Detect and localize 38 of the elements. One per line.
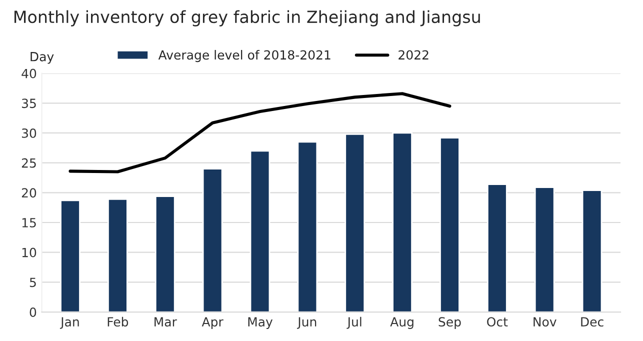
chart-title: Monthly inventory of grey fabric in Zhejiang and Jiangsu <box>14 10 480 26</box>
bar <box>250 150 270 312</box>
legend-label: Average level of 2018-2021 <box>158 50 330 62</box>
bar <box>582 190 602 312</box>
x-tick-label: May <box>248 317 273 329</box>
bar <box>344 133 366 312</box>
x-tick-label: Jun <box>297 317 316 329</box>
x-tick-label: Nov <box>534 317 556 327</box>
bar <box>202 168 223 312</box>
x-tick-label: Jan <box>60 317 79 329</box>
x-tick-label: Jul <box>346 316 362 329</box>
y-tick-label: 25 <box>22 158 36 168</box>
bar <box>486 184 508 312</box>
y-tick-label: 30 <box>22 128 36 138</box>
y-tick-label: 15 <box>22 218 36 228</box>
y-tick-label: 40 <box>22 68 36 78</box>
bar <box>60 200 80 312</box>
x-tick-label: Apr <box>202 317 224 329</box>
x-tick-label: Mar <box>154 317 177 327</box>
bar <box>108 198 128 312</box>
y-axis-title: Day <box>30 52 54 64</box>
x-tick-label: Aug <box>390 317 414 329</box>
bar <box>154 196 176 312</box>
x-tick-label: Dec <box>581 317 604 327</box>
bar <box>534 186 555 312</box>
bar <box>440 137 460 312</box>
bar <box>297 141 318 312</box>
y-tick-label: 5 <box>30 278 36 288</box>
x-tick-label: Oct <box>487 317 508 327</box>
x-tick-label: Feb <box>108 316 128 327</box>
legend-label: 2022 <box>398 50 428 60</box>
bar <box>392 132 412 312</box>
y-tick-label: 10 <box>22 248 36 258</box>
line-series <box>68 92 452 174</box>
x-tick-label: Sep <box>438 317 461 329</box>
y-tick-label: 35 <box>22 98 36 108</box>
y-tick-label: 20 <box>22 188 36 198</box>
y-tick-label: 0 <box>30 307 36 317</box>
